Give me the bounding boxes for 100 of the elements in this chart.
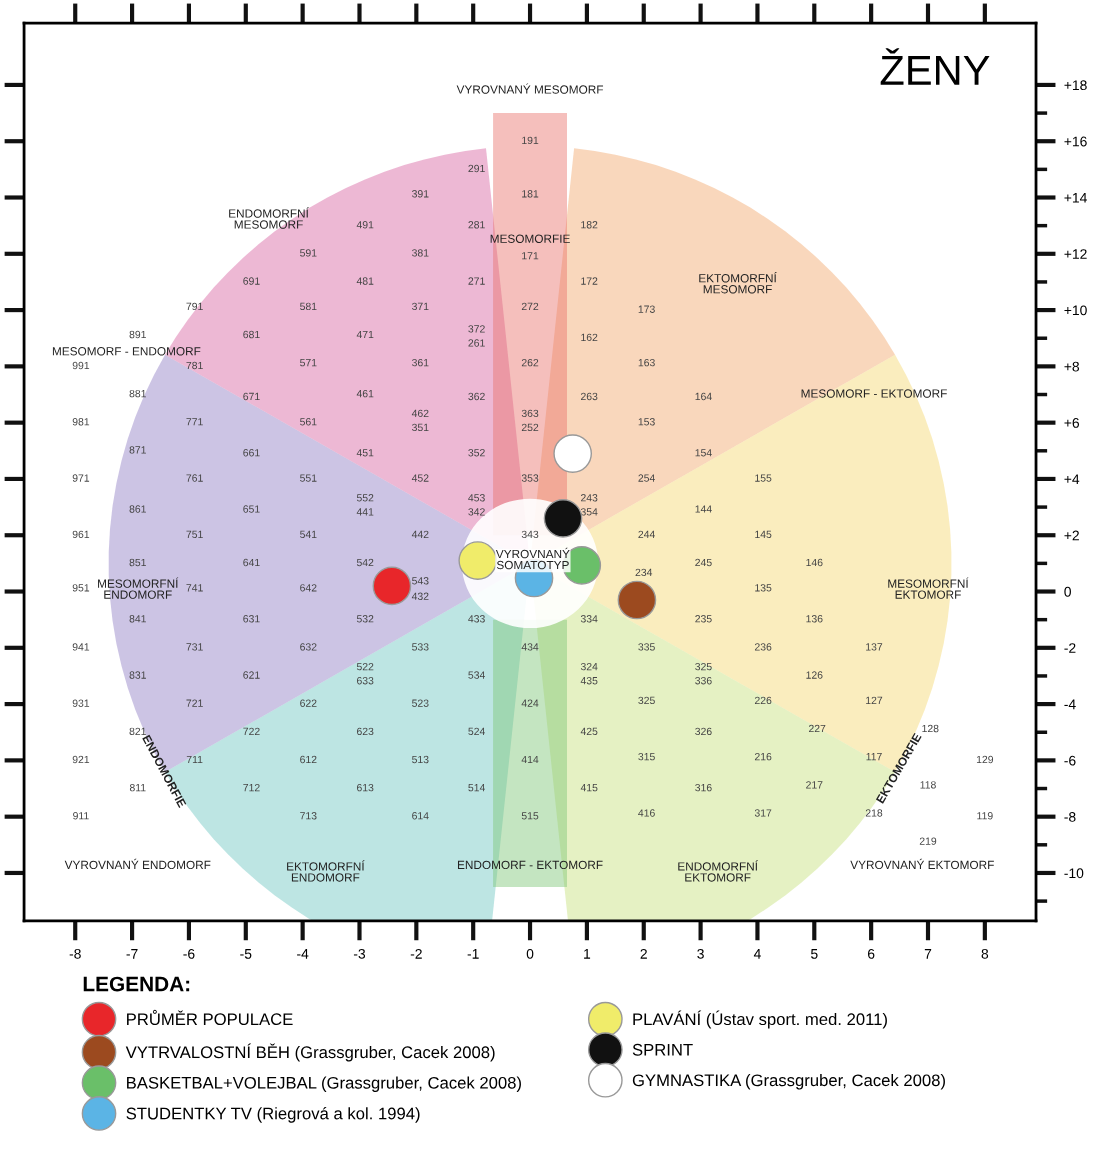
annotation: 761 <box>186 474 203 482</box>
annotation: 354 <box>580 508 598 516</box>
annotation: 712 <box>243 783 260 792</box>
annotation: 561 <box>300 418 317 426</box>
annotation: 821 <box>129 727 146 736</box>
y-tick-label: +10 <box>1064 305 1087 316</box>
annotation: 921 <box>72 755 90 764</box>
x-tick-label: 8 <box>981 948 989 959</box>
legend-label: SPRINT <box>632 1043 693 1056</box>
annotation: VYROVNANÝ SOMATOTYP <box>495 547 570 570</box>
annotation: 335 <box>638 643 655 651</box>
annotation: 362 <box>468 392 485 401</box>
x-tick-label: 1 <box>584 949 591 959</box>
annotation: 128 <box>922 724 939 733</box>
y-tick-label: -10 <box>1064 868 1084 879</box>
annotation: 226 <box>754 696 772 705</box>
annotation: 631 <box>243 615 260 623</box>
y-tick-label: +14 <box>1064 192 1087 203</box>
x-tick-label: -5 <box>240 949 252 959</box>
annotation: 415 <box>580 784 598 792</box>
annotation: 891 <box>129 330 146 339</box>
x-tick-label: -6 <box>183 948 195 959</box>
annotation: 171 <box>522 252 539 260</box>
x-tick-label: 4 <box>753 949 761 959</box>
annotation: 217 <box>806 781 823 789</box>
annotation: 244 <box>638 530 655 538</box>
annotation: 424 <box>521 699 539 707</box>
annotation: EKTOMORFNÍ ENDOMORF <box>287 860 365 882</box>
legend-label: GYMNASTIKA (Grassgruber, Cacek 2008) <box>632 1073 945 1090</box>
annotation: 126 <box>806 671 823 679</box>
annotation: 451 <box>356 449 374 457</box>
annotation: 363 <box>521 409 539 418</box>
annotation: 721 <box>186 699 203 707</box>
annotation: 434 <box>521 643 539 651</box>
annotation: 442 <box>411 530 429 538</box>
annotation: 632 <box>300 643 317 651</box>
annotation: 651 <box>243 505 260 513</box>
annotation: 325 <box>638 696 655 705</box>
annotation: 881 <box>129 389 146 398</box>
x-tick-label: -4 <box>297 949 309 959</box>
annotation: 612 <box>300 755 317 764</box>
annotation: 722 <box>243 727 260 735</box>
x-tick-label: 5 <box>810 949 818 959</box>
y-tick-label: +6 <box>1064 417 1080 428</box>
annotation: 155 <box>755 474 772 482</box>
annotation: 137 <box>866 643 883 651</box>
annotation: 172 <box>581 277 598 285</box>
annotation: 334 <box>580 615 598 623</box>
annotation: 135 <box>755 584 772 592</box>
annotation: 315 <box>638 752 655 761</box>
annotation: 425 <box>580 727 598 736</box>
annotation: 841 <box>129 615 146 623</box>
annotation: 263 <box>581 392 598 401</box>
annotation: 153 <box>638 418 655 426</box>
y-tick-label: +4 <box>1064 474 1080 484</box>
annotation: 118 <box>920 781 936 789</box>
annotation: 281 <box>468 221 485 229</box>
annotation: 342 <box>468 508 485 516</box>
annotation: 435 <box>580 677 598 685</box>
annotation: 316 <box>695 783 712 792</box>
annotation: 951 <box>72 584 90 592</box>
annotation: 432 <box>411 592 429 600</box>
annotation: 252 <box>521 423 539 432</box>
annotation: 731 <box>186 643 203 651</box>
annotation: 871 <box>129 446 146 454</box>
annotation: VYROVNANÝ MESOMORF <box>456 83 604 94</box>
annotation: MESOMORF - ENDOMORF <box>52 347 201 356</box>
annotation: 261 <box>468 339 485 347</box>
annotation: 236 <box>754 643 772 651</box>
annotation: 491 <box>356 221 374 229</box>
annotation: 182 <box>581 221 598 229</box>
annotation: 741 <box>186 584 203 592</box>
y-tick-label: +8 <box>1064 361 1080 372</box>
annotation: 713 <box>300 812 317 820</box>
annotation: 146 <box>806 558 823 567</box>
y-tick-label: -4 <box>1064 699 1076 710</box>
x-tick-label: -1 <box>467 949 479 959</box>
annotation: 543 <box>412 577 429 585</box>
annotation: 254 <box>638 474 655 482</box>
annotation: 441 <box>356 508 374 516</box>
x-tick-label: 6 <box>867 948 875 959</box>
annotation: 162 <box>581 333 598 342</box>
annotation: 551 <box>300 474 317 482</box>
annotation: 771 <box>186 418 203 426</box>
annotation: 623 <box>357 727 374 736</box>
y-tick-label: +18 <box>1064 80 1087 91</box>
annotation: 751 <box>186 530 203 539</box>
legend-label: PLAVÁNÍ (Ústav sport. med. 2011) <box>633 1010 887 1029</box>
annotation: 119 <box>977 812 993 820</box>
annotation: 542 <box>356 558 374 567</box>
annotation: 861 <box>129 505 146 513</box>
annotation: 911 <box>73 812 89 820</box>
annotation: 129 <box>976 755 994 764</box>
annotation: 661 <box>243 449 260 457</box>
annotation: 136 <box>806 615 823 623</box>
annotation: 533 <box>412 643 429 651</box>
annotation: 433 <box>468 615 485 623</box>
annotation: 145 <box>755 530 772 539</box>
annotation: 971 <box>72 474 90 482</box>
annotation: 453 <box>468 494 485 502</box>
